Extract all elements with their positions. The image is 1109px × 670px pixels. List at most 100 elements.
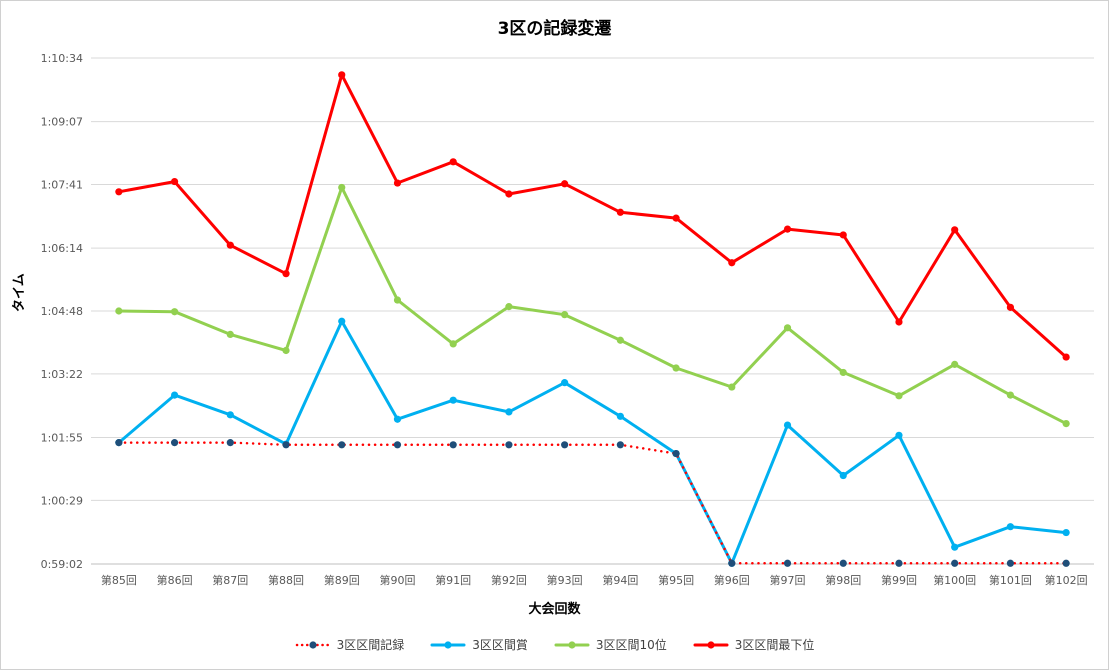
data-point [226,439,234,447]
chart-title: 3区の記録変遷 [497,19,612,39]
data-point [338,441,346,449]
data-point [1062,353,1070,361]
data-point [616,412,624,420]
data-point [449,158,457,166]
data-point [282,270,290,278]
x-tick-label: 第88回 [268,573,304,587]
legend-item: 3区区間最下位 [693,636,815,653]
legend-item: 3区区間10位 [554,636,667,653]
data-point [505,303,513,311]
legend-item: 3区区間記録 [295,636,405,653]
x-tick-label: 第86回 [157,573,193,587]
data-point [616,441,624,449]
data-point [839,231,847,239]
data-point [672,214,680,222]
y-tick-label: 1:06:14 [41,242,83,255]
data-point [170,308,179,316]
data-point [951,226,959,234]
data-point [449,396,457,404]
legend-swatch [554,640,590,649]
data-point [561,441,569,449]
data-point [728,259,736,267]
x-tick-label: 第92回 [491,573,527,587]
data-point [616,336,624,344]
x-tick-label: 第87回 [212,573,248,587]
y-tick-label: 1:01:55 [41,432,83,445]
x-tick-label: 第91回 [435,573,471,587]
y-tick-label: 1:09:07 [41,116,83,129]
data-point [839,368,847,377]
data-point [115,188,123,196]
data-point [951,543,959,551]
data-point [672,364,680,372]
legend-label: 3区区間記録 [336,638,405,652]
data-point [561,379,569,387]
data-point [170,177,179,186]
x-tick-label: 第101回 [989,573,1032,587]
series-line-3 [117,73,1068,359]
data-point [839,471,847,480]
data-point [1062,528,1070,537]
data-point [338,183,346,192]
data-point [839,559,847,567]
data-point [393,415,402,423]
data-point [616,208,624,216]
x-tick-label: 第85回 [101,573,137,587]
data-point [170,439,179,447]
data-point [783,324,792,332]
y-tick-label: 1:07:41 [41,179,83,192]
y-tick-label: 1:03:22 [41,368,83,381]
data-point [115,439,123,447]
legend-marker [444,640,452,649]
data-point [672,449,680,458]
x-tick-label: 第90回 [379,573,415,587]
data-point [783,421,792,429]
x-axis-label: 大会回数 [528,602,581,617]
y-tick-label: 1:00:29 [41,494,83,507]
data-point [282,441,290,449]
x-tick-label: 第97回 [770,573,806,587]
x-tick-label: 第89回 [324,573,360,587]
data-point [783,225,792,233]
legend-swatch [693,640,729,649]
data-point [895,318,903,326]
data-point [505,190,513,198]
x-tick-label: 第94回 [602,573,638,587]
x-tick-label: 第102回 [1045,573,1088,587]
legend-swatch [430,640,466,649]
x-tick-label: 第96回 [714,573,750,587]
data-point [226,241,234,249]
legend-swatch [295,640,330,649]
series-line-1 [117,319,1068,565]
data-point [895,431,903,439]
data-point [783,559,792,567]
data-point [449,340,457,348]
data-point [170,391,179,399]
data-point [895,559,903,567]
data-point [895,392,903,400]
data-point [226,330,234,338]
legend-label: 3区区間10位 [595,638,667,652]
x-tick-label: 第95回 [658,573,694,587]
data-point [115,307,123,315]
series-line-2 [117,185,1068,426]
data-point [338,71,346,79]
data-point [561,180,569,188]
data-point [338,317,346,325]
data-point [728,559,736,567]
data-point [282,346,290,355]
y-tick-label: 0:59:02 [41,558,83,571]
data-point [561,311,569,319]
x-tick-label: 第98回 [825,573,861,587]
data-point [226,411,234,419]
data-point [951,559,959,567]
data-point [728,383,736,391]
y-tick-label: 1:10:34 [41,52,83,65]
legend-item: 3区区間賞 [430,636,528,653]
legend-label: 3区区間最下位 [734,638,815,652]
data-point [505,408,513,416]
data-point [1006,303,1015,311]
data-point [951,360,959,368]
